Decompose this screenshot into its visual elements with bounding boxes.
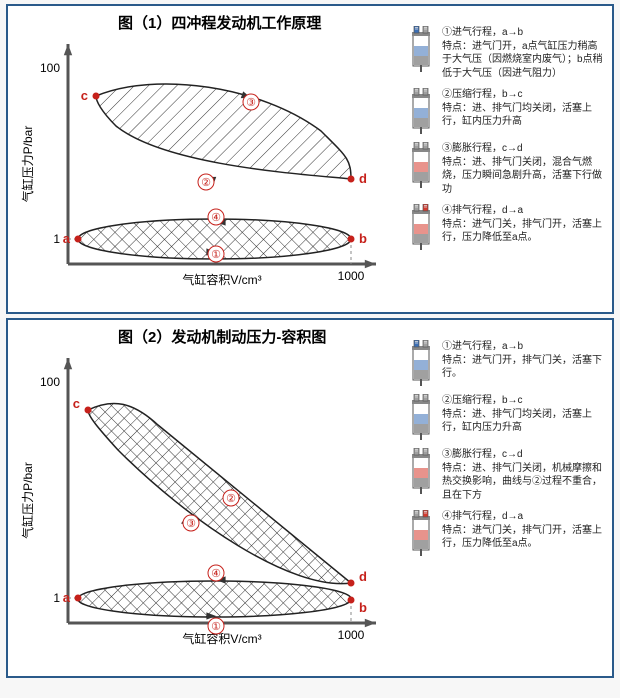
arrow-head	[64, 44, 72, 55]
step-desc: 特点：进、排气门均关闭，活塞上行，缸内压力升高	[442, 408, 606, 435]
step-text: ③膨胀行程，c→d 特点：进、排气门关闭，机械摩擦和热交换影响，曲线与②过程不重…	[442, 448, 606, 502]
step-item: ③膨胀行程，c→d 特点：进、排气门关闭，机械摩擦和热交换影响，曲线与②过程不重…	[406, 448, 606, 502]
curve-marker: ②	[223, 490, 239, 506]
figure-panel-2: 图（2）发动机制动压力-容积图 1 100 1000 气缸压力P/bar 气缸容…	[6, 318, 614, 678]
svg-text:c: c	[73, 396, 80, 411]
step-item: ①进气行程，a→b 特点：进气门开，a点气缸压力稍高于大气压（因燃烧室内废气）；…	[406, 26, 606, 80]
curve-marker: ④	[208, 565, 224, 581]
step-list: ①进气行程，a→b 特点：进气门开，排气门关，活塞下行。 ②压缩行程，b→c 特…	[406, 340, 606, 556]
svg-text:a: a	[63, 590, 71, 605]
step-text: ②压缩行程，b→c 特点：进、排气门均关闭，活塞上行，缸内压力升高	[442, 394, 606, 435]
step-item: ④排气行程，d→a 特点：进气门关，排气门开，活塞上行，压力降低至a点。	[406, 510, 606, 556]
step-title: ③膨胀行程，c→d	[442, 448, 606, 462]
step-text: ①进气行程，a→b 特点：进气门开，a点气缸压力稍高于大气压（因燃烧室内废气）；…	[442, 26, 606, 80]
svg-text:①: ①	[211, 621, 221, 633]
step-title: ④排气行程，d→a	[442, 510, 606, 524]
svg-text:①: ①	[211, 249, 221, 261]
svg-text:③: ③	[186, 518, 196, 530]
svg-text:a: a	[63, 231, 71, 246]
step-desc: 特点：进、排气门关闭，机械摩擦和热交换影响，曲线与②过程不重合，且在下方	[442, 462, 606, 503]
step-desc: 特点：进气门开，a点气缸压力稍高于大气压（因燃烧室内废气）；b点稍低于大气压（因…	[442, 40, 606, 81]
svg-text:气缸压力P/bar: 气缸压力P/bar	[20, 126, 35, 203]
chart-area: 1 100 1000 气缸压力P/bar 气缸容积V/cm³ a b c d ①…	[16, 348, 396, 658]
svg-text:1: 1	[53, 591, 60, 605]
piston-icon	[406, 394, 436, 440]
step-text: ④排气行程，d→a 特点：进气门关，排气门开，活塞上行，压力降低至a点。	[442, 204, 606, 245]
svg-text:b: b	[359, 231, 367, 246]
svg-text:气缸容积V/cm³: 气缸容积V/cm³	[182, 272, 261, 287]
svg-text:100: 100	[40, 375, 60, 389]
step-title: ②压缩行程，b→c	[442, 394, 606, 408]
piston-icon	[406, 204, 436, 250]
step-item: ③膨胀行程，c→d 特点：进、排气门关闭，混合气燃烧，压力瞬间急剧升高，活塞下行…	[406, 142, 606, 196]
arrow-head	[365, 619, 376, 627]
curve-marker: ①	[208, 246, 224, 262]
piston-icon	[406, 88, 436, 134]
step-item: ②压缩行程，b→c 特点：进、排气门均关闭，活塞上行，缸内压力升高	[406, 88, 606, 134]
svg-text:c: c	[81, 88, 88, 103]
step-text: ①进气行程，a→b 特点：进气门开，排气门关，活塞下行。	[442, 340, 606, 381]
svg-text:1000: 1000	[338, 269, 365, 283]
piston-icon	[406, 26, 436, 72]
piston-icon	[406, 142, 436, 188]
point-c: c	[73, 396, 92, 414]
step-title: ③膨胀行程，c→d	[442, 142, 606, 156]
step-list: ①进气行程，a→b 特点：进气门开，a点气缸压力稍高于大气压（因燃烧室内废气）；…	[406, 26, 606, 250]
step-text: ③膨胀行程，c→d 特点：进、排气门关闭，混合气燃烧，压力瞬间急剧升高，活塞下行…	[442, 142, 606, 196]
step-title: ①进气行程，a→b	[442, 26, 606, 40]
step-item: ②压缩行程，b→c 特点：进、排气门均关闭，活塞上行，缸内压力升高	[406, 394, 606, 440]
svg-text:气缸容积V/cm³: 气缸容积V/cm³	[182, 631, 261, 646]
svg-text:②: ②	[201, 177, 211, 189]
svg-text:100: 100	[40, 61, 60, 75]
point-a: a	[63, 231, 82, 246]
step-desc: 特点：进、排气门关闭，混合气燃烧，压力瞬间急剧升高，活塞下行做功	[442, 156, 606, 197]
curve-marker: ④	[208, 209, 224, 225]
point-d: d	[348, 569, 368, 587]
step-desc: 特点：进、排气门均关闭，活塞上行，缸内压力升高	[442, 102, 606, 129]
arrow-head	[64, 358, 72, 369]
step-item: ④排气行程，d→a 特点：进气门关，排气门开，活塞上行，压力降低至a点。	[406, 204, 606, 250]
step-desc: 特点：进气门关，排气门开，活塞上行，压力降低至a点。	[442, 524, 606, 551]
step-text: ②压缩行程，b→c 特点：进、排气门均关闭，活塞上行，缸内压力升高	[442, 88, 606, 129]
curve-marker: ①	[208, 618, 224, 634]
curve-marker: ③	[183, 515, 199, 531]
pv-diagram-2: 1 100 1000 气缸压力P/bar 气缸容积V/cm³ a b c d ①…	[16, 348, 396, 653]
step-desc: 特点：进气门开，排气门关，活塞下行。	[442, 354, 606, 381]
curve-marker: ③	[243, 94, 259, 110]
svg-text:④: ④	[211, 212, 221, 224]
svg-text:d: d	[359, 569, 367, 584]
piston-icon	[406, 448, 436, 494]
svg-text:②: ②	[226, 493, 236, 505]
svg-text:④: ④	[211, 568, 221, 580]
step-item: ①进气行程，a→b 特点：进气门开，排气门关，活塞下行。	[406, 340, 606, 386]
svg-text:b: b	[359, 600, 367, 615]
svg-text:1: 1	[53, 232, 60, 246]
point-b: b	[348, 231, 368, 246]
pv-diagram-1: 1 100 1000 气缸压力P/bar 气缸容积V/cm³ a b c d ①	[16, 34, 396, 294]
step-title: ②压缩行程，b→c	[442, 88, 606, 102]
step-title: ④排气行程，d→a	[442, 204, 606, 218]
curve-marker: ②	[198, 174, 214, 190]
piston-icon	[406, 340, 436, 386]
step-desc: 特点：进气门关，排气门开，活塞上行，压力降低至a点。	[442, 218, 606, 245]
arrow-head	[365, 260, 376, 268]
point-b: b	[348, 597, 368, 616]
point-a: a	[63, 590, 82, 605]
svg-text:气缸压力P/bar: 气缸压力P/bar	[20, 462, 35, 539]
svg-text:③: ③	[246, 97, 256, 109]
figure-panel-1: 图（1）四冲程发动机工作原理 1 100 1000 气缸压力P/bar 气缸容积…	[6, 4, 614, 314]
svg-text:d: d	[359, 171, 367, 186]
chart-area: 1 100 1000 气缸压力P/bar 气缸容积V/cm³ a b c d ①	[16, 34, 396, 299]
svg-text:1000: 1000	[338, 628, 365, 642]
step-title: ①进气行程，a→b	[442, 340, 606, 354]
piston-icon	[406, 510, 436, 556]
step-text: ④排气行程，d→a 特点：进气门关，排气门开，活塞上行，压力降低至a点。	[442, 510, 606, 551]
